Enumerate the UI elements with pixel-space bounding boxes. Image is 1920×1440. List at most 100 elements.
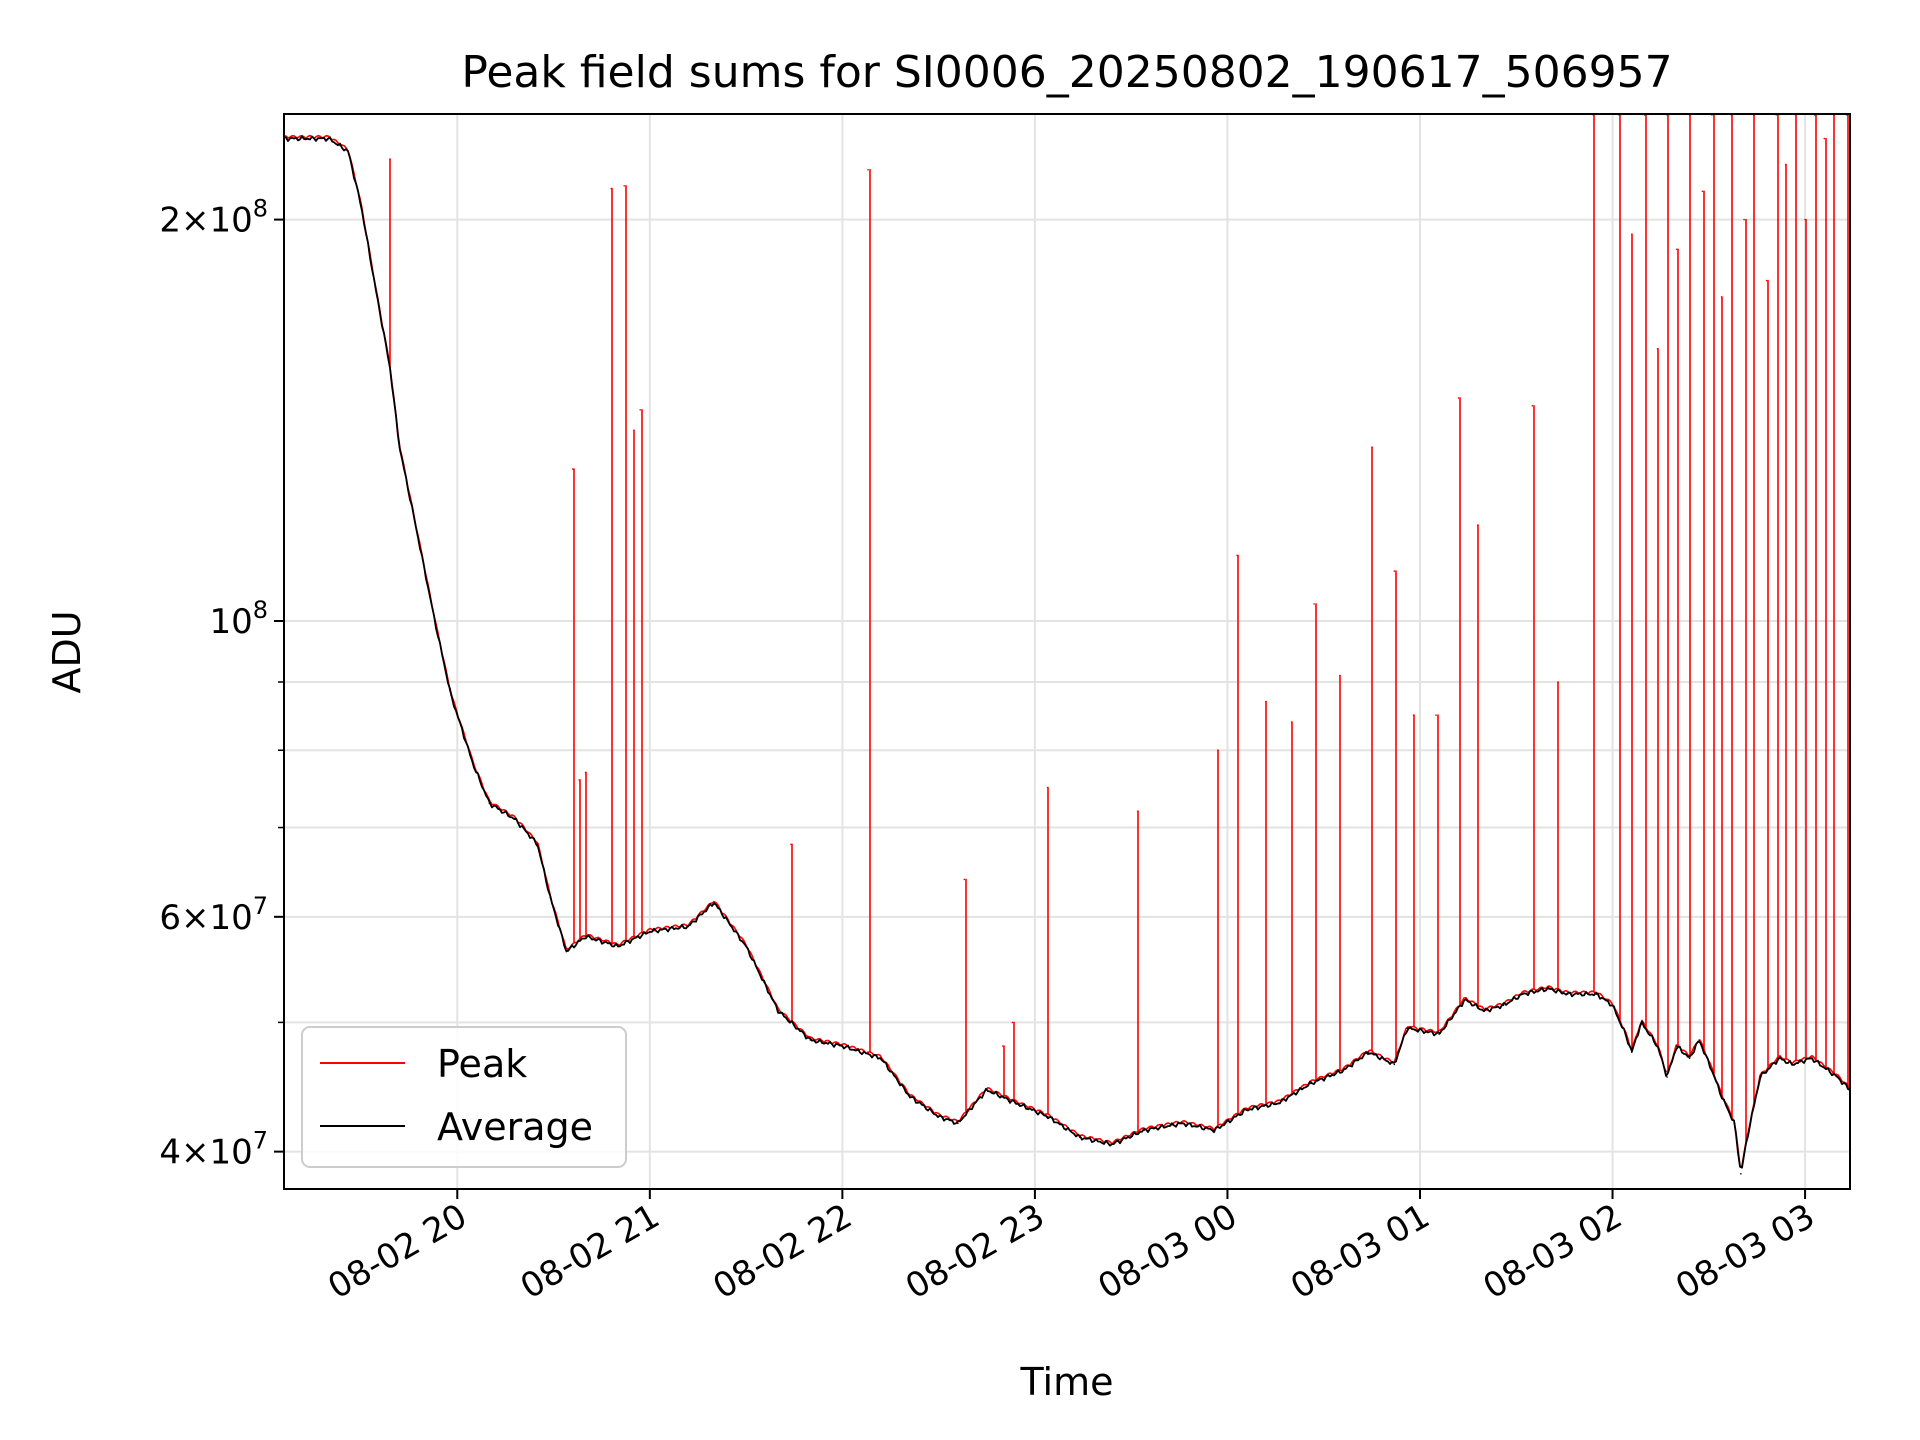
peak-spike-point <box>1701 190 1704 193</box>
peak-spike-point <box>1236 554 1238 557</box>
y-tick-label: 4×107 <box>159 1127 268 1173</box>
average-point <box>1014 1102 1017 1104</box>
peak-spike-point <box>1477 524 1479 526</box>
average-point <box>777 1010 779 1012</box>
average-point <box>1791 1063 1793 1066</box>
average-point <box>1746 1136 1749 1139</box>
average-point <box>1656 1045 1659 1047</box>
peak-spike-point <box>790 843 792 846</box>
average-point <box>1666 1076 1668 1078</box>
average-point <box>1213 1129 1216 1132</box>
series-layer <box>284 114 1850 1175</box>
average-point <box>398 446 401 449</box>
peak-spike-point <box>1002 1045 1004 1047</box>
average-point <box>1711 1069 1713 1072</box>
peak-spike-point <box>1265 700 1267 703</box>
average-point <box>1393 1063 1396 1066</box>
peak-spike-point <box>584 771 587 774</box>
average-point <box>414 524 417 526</box>
average-point <box>1483 1010 1485 1012</box>
peak-spike-point <box>572 468 574 470</box>
average-point <box>880 1057 882 1059</box>
peak-spike-point <box>1046 786 1049 789</box>
average-point <box>1046 1115 1049 1118</box>
average-point <box>1181 1122 1184 1125</box>
peak-spike-point <box>1804 218 1806 221</box>
average-point <box>1733 1122 1736 1125</box>
average-point <box>649 930 651 933</box>
average-point <box>565 950 568 953</box>
average-line <box>284 135 1850 1169</box>
average-point <box>713 901 715 904</box>
average-point <box>584 935 587 938</box>
average-point <box>1611 1004 1614 1007</box>
peak-spike-point <box>1339 674 1341 677</box>
average-point <box>488 802 491 804</box>
peak-spike-point <box>1011 1021 1014 1024</box>
chart-title: Peak field sums for SI0006_20250802_1906… <box>461 47 1672 98</box>
average-point <box>1624 1033 1627 1035</box>
average-point <box>1521 993 1524 995</box>
average-point <box>1759 1076 1761 1078</box>
peak-spike-point <box>1290 721 1293 723</box>
average-point <box>328 137 330 140</box>
average-point <box>986 1089 988 1091</box>
average-point <box>1547 987 1550 990</box>
peak-spike-point <box>1531 405 1534 407</box>
average-point <box>1367 1051 1370 1053</box>
peak-spike-point <box>1217 749 1219 751</box>
peak-spike-point <box>1457 397 1460 399</box>
peak-spike-point <box>1631 233 1633 235</box>
plot-frame <box>283 113 1851 1190</box>
average-point <box>376 296 378 298</box>
average-point <box>1143 1129 1145 1132</box>
average-point <box>1278 1102 1280 1104</box>
average-point <box>937 1115 940 1118</box>
average-point <box>1595 993 1598 995</box>
average-point <box>1464 998 1466 1001</box>
average-point <box>1310 1082 1312 1085</box>
peak-spike-point <box>1765 279 1768 282</box>
average-point <box>1675 1045 1678 1047</box>
peak-spike-point <box>1743 218 1745 221</box>
x-axis-label: Time <box>1020 1360 1114 1404</box>
peak-spike-point <box>1412 714 1415 716</box>
peak-spike-point <box>578 779 580 781</box>
average-point <box>1698 1039 1700 1041</box>
peak-spike-point <box>1557 681 1559 683</box>
average-point <box>389 366 391 369</box>
peak-line <box>284 114 1850 1167</box>
legend-label-peak: Peak <box>437 1042 527 1086</box>
peak-spike-point <box>867 168 869 171</box>
legend: Peak Average <box>301 1026 627 1168</box>
peak-spike-point <box>623 185 625 187</box>
average-point <box>1778 1057 1781 1059</box>
average-point <box>1640 1021 1643 1024</box>
average-point <box>536 843 539 846</box>
grid <box>284 114 1850 1189</box>
peak-spike-point <box>1393 570 1396 572</box>
average-point <box>347 150 350 153</box>
peak-spike-point <box>1675 248 1678 251</box>
average-point <box>616 945 619 948</box>
y-tick-label: 108 <box>209 596 268 642</box>
y-axis-label: ADU <box>45 610 89 693</box>
peak-spike-point <box>610 187 613 190</box>
average-point <box>1720 1095 1723 1098</box>
peak-spike-point <box>633 429 635 432</box>
average-point <box>472 764 475 766</box>
average-point <box>841 1045 844 1047</box>
average-point <box>1079 1136 1081 1139</box>
average-point <box>687 925 690 928</box>
average-point <box>909 1095 911 1098</box>
average-point <box>1406 1027 1408 1029</box>
peak-spike-point <box>1435 714 1437 716</box>
average-point <box>360 204 362 207</box>
average-point <box>434 620 436 622</box>
average-point <box>1688 1057 1691 1059</box>
peak-spike-point <box>1313 603 1315 605</box>
average-point <box>1740 1173 1742 1175</box>
peak-spike-point <box>1371 446 1373 449</box>
